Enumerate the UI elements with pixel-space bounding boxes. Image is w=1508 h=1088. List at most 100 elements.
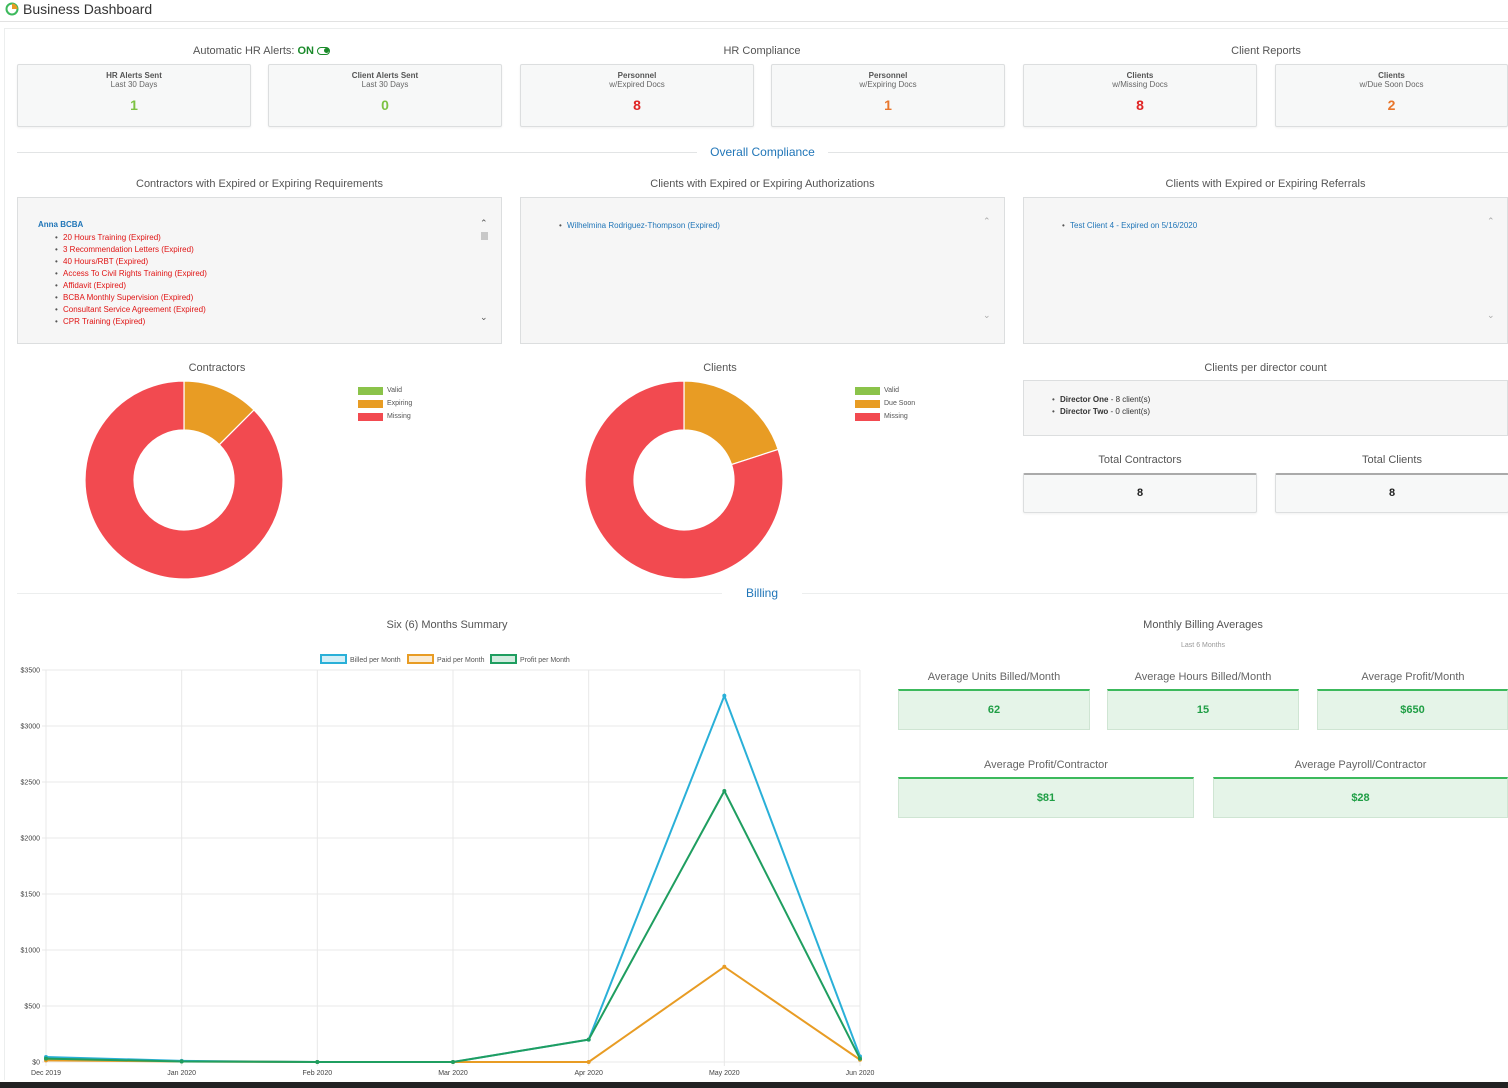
avg-hours-card: 15: [1107, 689, 1299, 730]
averages-subtitle: Last 6 Months: [1181, 642, 1225, 649]
contractors-chart-legend: Valid Expiring Missing: [358, 384, 412, 423]
requirement-item[interactable]: 20 Hours Training (Expired): [55, 232, 455, 244]
hr-alerts-state: ON: [297, 45, 314, 57]
legend-swatch: [320, 654, 347, 664]
referrals-list-box[interactable]: Test Client 4 - Expired on 5/16/2020 ⌃ ⌄: [1023, 197, 1508, 344]
x-tick-label: May 2020: [709, 1070, 740, 1077]
x-tick-label: Apr 2020: [574, 1070, 603, 1077]
scroll-thumb[interactable]: [481, 232, 488, 240]
donut-slice[interactable]: [584, 380, 784, 580]
stat-card-subtitle: Last 30 Days: [361, 80, 409, 89]
data-point[interactable]: [722, 964, 727, 969]
client-reports-header: Client Reports: [1231, 45, 1301, 57]
contractor-name[interactable]: Anna BCBA: [38, 220, 84, 229]
requirement-item[interactable]: CPR Training (Expired): [55, 316, 455, 328]
donut-slice[interactable]: [84, 380, 284, 580]
scroll-down-icon[interactable]: ⌄: [983, 310, 991, 320]
directors-title: Clients per director count: [1204, 362, 1327, 374]
total-contractors-value: 8: [1136, 487, 1144, 499]
data-point[interactable]: [858, 1056, 862, 1061]
y-tick-label: $2000: [21, 836, 41, 843]
legend-item[interactable]: Due Soon: [855, 397, 915, 410]
clients-chart-title: Clients: [703, 362, 737, 374]
data-point[interactable]: [722, 693, 727, 698]
avg-profit-contractor-label: Average Profit/Contractor: [984, 759, 1108, 771]
data-point[interactable]: [586, 1037, 591, 1042]
scroll-down-icon[interactable]: ⌄: [1487, 310, 1495, 320]
legend-label: Expiring: [387, 400, 413, 407]
data-point[interactable]: [315, 1060, 320, 1064]
referral-item[interactable]: Test Client 4 - Expired on 5/16/2020: [1062, 220, 1462, 232]
data-point[interactable]: [722, 788, 727, 793]
stat-card[interactable]: HR Alerts Sent Last 30 Days 1: [17, 64, 251, 127]
legend-swatch: [407, 654, 434, 664]
contractors-list-header: Contractors with Expired or Expiring Req…: [136, 178, 383, 190]
contractors-donut-chart: [84, 380, 284, 580]
data-point[interactable]: [586, 1060, 591, 1064]
scroll-down-icon[interactable]: ⌄: [480, 312, 488, 322]
stat-card[interactable]: Personnel w/Expiring Docs 1: [771, 64, 1005, 127]
y-tick-label: $500: [24, 1004, 40, 1011]
contractors-list-box[interactable]: Anna BCBA 20 Hours Training (Expired)3 R…: [17, 197, 502, 344]
x-tick-label: Mar 2020: [438, 1070, 468, 1077]
stat-card[interactable]: Personnel w/Expired Docs 8: [520, 64, 754, 127]
authorizations-list-box[interactable]: Wilhelmina Rodriguez-Thompson (Expired) …: [520, 197, 1005, 344]
requirement-item[interactable]: Affidavit (Expired): [55, 280, 455, 292]
y-tick-label: $3500: [21, 668, 41, 675]
chart-legend-item[interactable]: Paid per Month: [407, 654, 485, 664]
legend-item[interactable]: Valid: [358, 384, 412, 397]
legend-label: Missing: [884, 413, 908, 420]
directors-list: Director One - 8 client(s)Director Two -…: [1052, 394, 1150, 418]
x-tick-label: Dec 2019: [31, 1070, 61, 1077]
legend-item[interactable]: Expiring: [358, 397, 412, 410]
stat-card-title: Client Alerts Sent: [351, 71, 419, 80]
stat-card[interactable]: Clients w/Due Soon Docs 2: [1275, 64, 1508, 127]
scroll-up-icon[interactable]: ⌃: [983, 216, 991, 226]
legend-item[interactable]: Missing: [358, 410, 412, 423]
chart-legend-item[interactable]: Billed per Month: [320, 654, 401, 664]
data-point[interactable]: [179, 1059, 184, 1064]
data-point[interactable]: [451, 1060, 455, 1064]
requirement-item[interactable]: Access To Civil Rights Training (Expired…: [55, 268, 455, 280]
averages-title: Monthly Billing Averages: [1143, 619, 1263, 631]
stat-card[interactable]: Client Alerts Sent Last 30 Days 0: [268, 64, 502, 127]
summary-title: Six (6) Months Summary: [386, 619, 508, 631]
director-name: Director One: [1060, 395, 1109, 404]
legend-item[interactable]: Valid: [855, 384, 915, 397]
requirement-item[interactable]: 3 Recommendation Letters (Expired): [55, 244, 455, 256]
stat-card-value: 1: [130, 97, 138, 113]
stat-card[interactable]: Clients w/Missing Docs 8: [1023, 64, 1257, 127]
data-point[interactable]: [44, 1056, 48, 1061]
requirement-item[interactable]: Consultant Service Agreement (Expired): [55, 304, 455, 316]
stat-card-title: Clients: [1126, 71, 1154, 80]
authorization-item[interactable]: Wilhelmina Rodriguez-Thompson (Expired): [559, 220, 959, 232]
stat-card-value: 0: [381, 97, 389, 113]
avg-payroll-contractor-card: $28: [1213, 777, 1508, 818]
stat-card-subtitle: Last 30 Days: [110, 80, 158, 89]
requirement-item[interactable]: 40 Hours/RBT (Expired): [55, 256, 455, 268]
title-bar: Business Dashboard: [0, 0, 1508, 22]
stat-card-value: 2: [1387, 97, 1396, 113]
scroll-up-icon[interactable]: ⌃: [1487, 216, 1495, 226]
scrollbar[interactable]: ⌃ ⌄: [479, 218, 489, 328]
chart-legend-item[interactable]: Profit per Month: [490, 654, 570, 664]
donut-slice[interactable]: [683, 380, 779, 466]
scroll-up-icon[interactable]: ⌃: [480, 218, 488, 228]
legend-label: Missing: [387, 413, 411, 420]
billing-line-chart: $0 $500 $1000 $1500 $2000 $2500 $3000 $3500 Dec …: [21, 654, 875, 1077]
requirement-item[interactable]: BCBA Monthly Supervision (Expired): [55, 292, 455, 304]
divider-right: [828, 152, 1508, 153]
avg-profit-contractor-card: $81: [898, 777, 1194, 818]
referrals-list: Test Client 4 - Expired on 5/16/2020: [1062, 220, 1462, 232]
avg-units-label: Average Units Billed/Month: [927, 671, 1061, 683]
stat-card-subtitle: w/Expired Docs: [609, 80, 665, 89]
stat-card-value: 1: [884, 97, 892, 113]
billing-divider-right: [802, 593, 1508, 594]
total-clients-value: 8: [1388, 487, 1396, 499]
legend-label: Valid: [884, 387, 900, 394]
avg-profit-contractor-value: $81: [1036, 792, 1056, 804]
stat-card-subtitle: w/Due Soon Docs: [1359, 80, 1424, 89]
hr-alerts-label: Automatic HR Alerts:: [193, 45, 295, 57]
toggle-switch-icon[interactable]: [316, 47, 330, 55]
legend-item[interactable]: Missing: [855, 410, 915, 423]
